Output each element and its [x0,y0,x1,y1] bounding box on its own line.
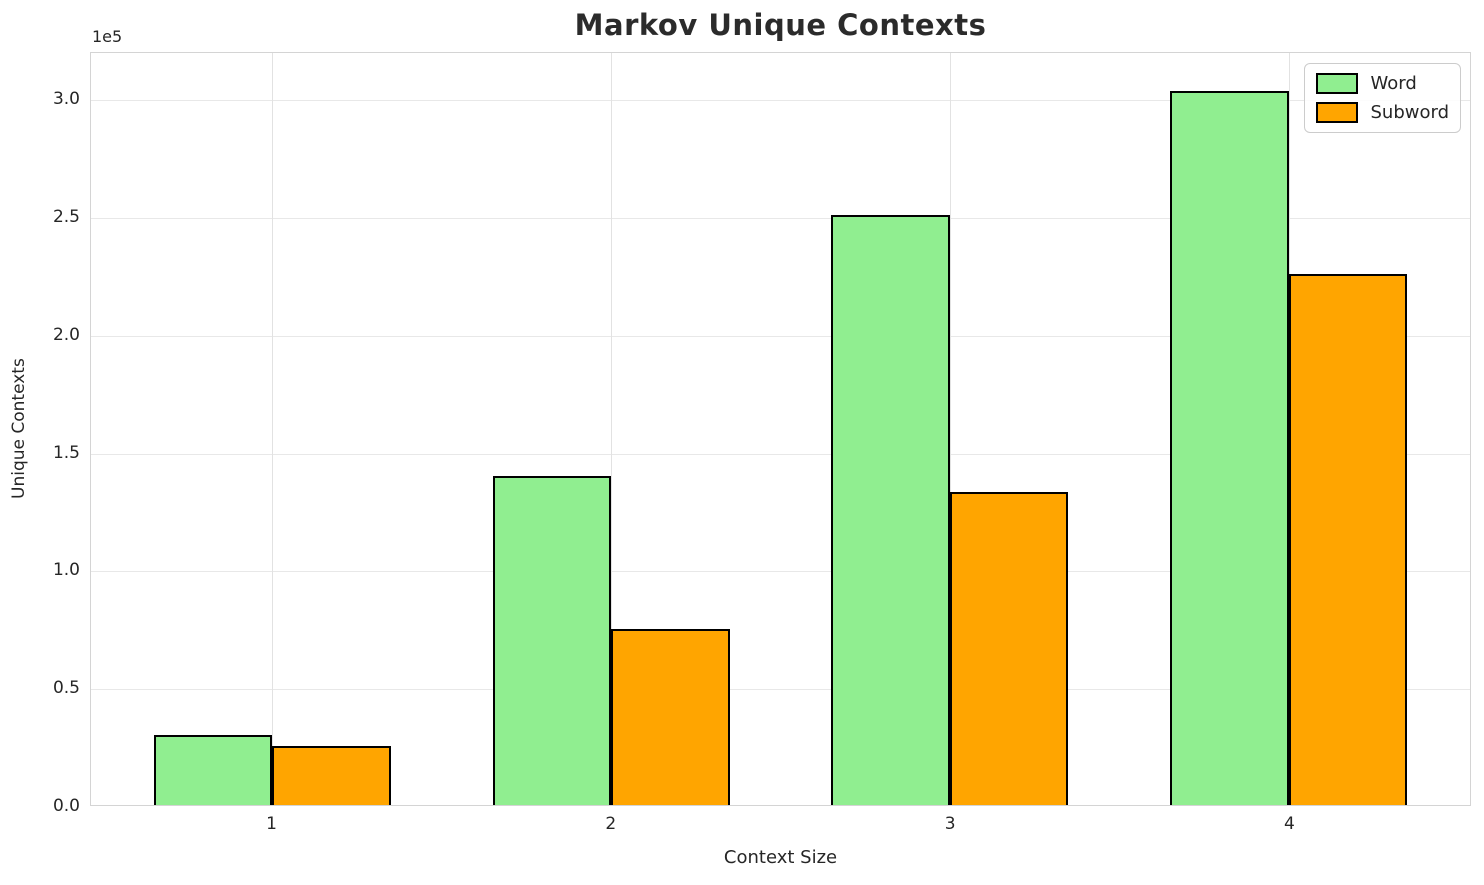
x-tick-label: 2 [605,814,617,834]
y-tick-label: 1.0 [52,560,80,581]
bar-word-ctx2 [492,476,612,805]
y-tick-label: 1.5 [52,442,80,463]
y-tick-label: 3.0 [52,89,80,110]
x-tick-label: 1 [266,814,277,834]
bar-subword-ctx4 [1288,273,1408,805]
legend-label-subword: Subword [1370,102,1449,123]
bar-word-ctx1 [153,734,273,805]
x-tick-label: 4 [1284,814,1295,834]
h-gridline [91,100,1470,102]
plot-area: Word Subword [90,52,1471,806]
h-gridline [91,453,1470,455]
subword-swatch-icon [1316,102,1359,123]
bar-word-ctx4 [1170,90,1289,805]
y-tick-label: 2.0 [52,324,80,345]
h-gridline [91,689,1470,691]
legend-item-word: Word [1316,73,1449,94]
v-gridline [611,53,613,805]
chart-title: Markov Unique Contexts [574,8,987,42]
y-axis-offset-label: 1e5 [92,27,123,46]
word-swatch-icon [1316,73,1359,94]
y-tick-label: 0.0 [52,796,80,816]
legend-item-subword: Subword [1316,102,1449,123]
v-gridline [272,53,274,805]
y-tick-label: 0.5 [52,678,80,699]
v-gridline [949,53,951,805]
x-axis-label: Context Size [723,847,838,868]
x-tick-label: 3 [944,814,956,834]
legend: Word Subword [1304,63,1461,133]
legend-label-word: Word [1370,73,1417,94]
y-tick-label: 2.5 [52,206,80,227]
h-gridline [91,335,1470,337]
bar-word-ctx3 [831,215,950,805]
bar-subword-ctx2 [611,628,730,805]
bar-subword-ctx1 [272,746,391,805]
h-gridline [91,571,1470,573]
bar-subword-ctx3 [949,492,1069,805]
h-gridline [91,217,1470,219]
